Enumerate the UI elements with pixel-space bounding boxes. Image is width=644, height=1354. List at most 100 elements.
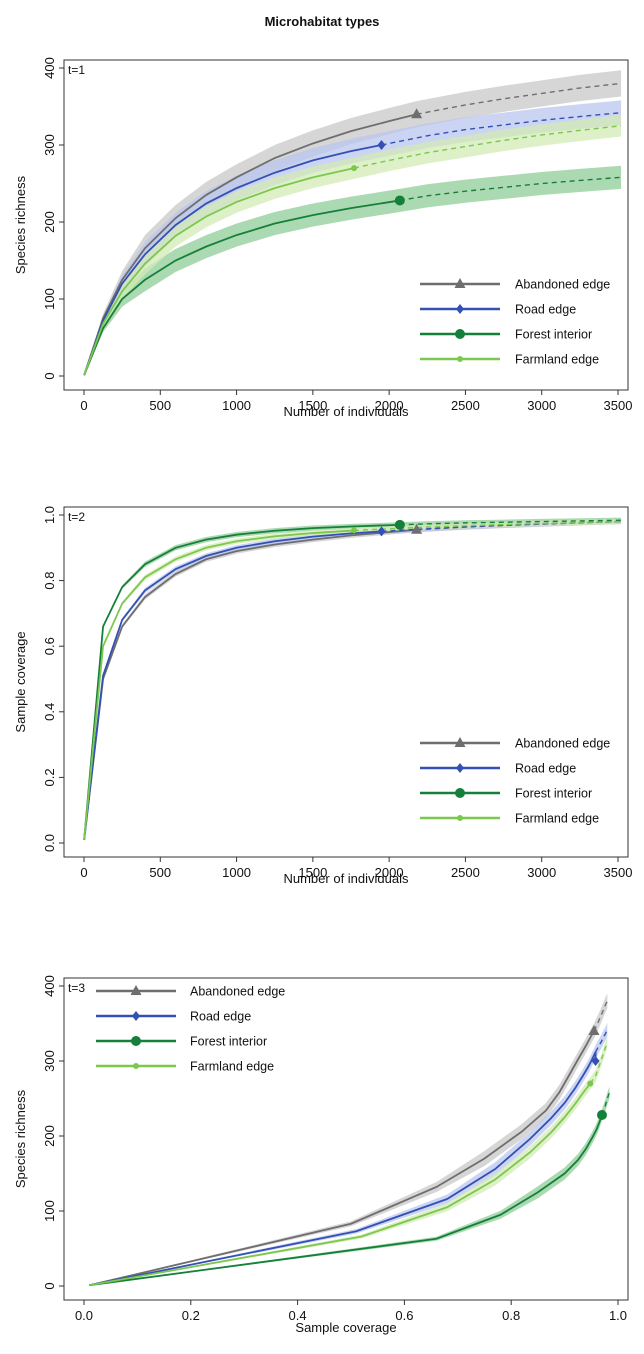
panel-tag: t=3 [68,981,85,995]
x-tick-label: 3500 [604,398,633,413]
x-axis-label: Number of individuals [283,871,409,886]
plot-frame [63,977,629,1301]
x-tick-label: 500 [149,398,171,413]
observed-point-abandoned-edge [411,523,423,534]
legend-label: Road edge [515,762,576,776]
legend-marker [131,1036,141,1046]
confidence-band-farmland-edge [89,1036,608,1286]
observed-point-road-edge [591,1056,600,1066]
legend-label: Road edge [515,303,576,317]
legend-marker [456,763,464,773]
series-extrapolation-farmland-edge [589,1042,608,1084]
y-tick-label: 300 [42,1050,57,1072]
legend-marker [454,278,466,288]
series-line-forest-interior [83,523,400,840]
series-line-farmland-edge [83,167,355,376]
y-tick-label: 0.2 [42,768,57,786]
observed-point-forest-interior [394,519,405,530]
legend-item-farmland-edge: Farmland edge [420,353,599,367]
y-tick-label: 200 [42,211,57,233]
legend-item-road-edge: Road edge [96,1010,251,1024]
y-tick-label: 200 [42,1125,57,1147]
series-extrapolation-abandoned-edge [416,82,622,115]
legend-label: Abandoned edge [190,985,285,999]
panel-tag: t=1 [68,63,85,77]
x-tick-label: 0.4 [289,1308,307,1323]
legend-label: Abandoned edge [515,737,610,751]
x-tick-label: 3000 [527,398,556,413]
legend-marker [132,1011,140,1021]
chart-panel-3: t=3 0.0 0.2 0.4 0.6 0.8 1.0 0 100 200 300 400 Sample… [13,975,629,1335]
observed-point-road-edge [377,140,386,150]
x-tick-label: 0.0 [75,1308,93,1323]
x-tick-label: 1500 [298,398,327,413]
legend-marker [455,329,465,339]
y-tick-label: 0.0 [42,834,57,852]
panel-tag: t=2 [68,510,85,524]
plot-frame [63,506,629,858]
legend-marker [455,788,465,798]
x-tick-label: 0.2 [182,1308,200,1323]
legend-item-forest-interior: Forest interior [96,1035,267,1049]
x-tick-label: 2500 [451,398,480,413]
x-tick-label: 2500 [451,865,480,880]
observed-point-abandoned-edge [588,1025,600,1035]
legend-marker [130,985,142,995]
legend-item-road-edge: Road edge [420,762,576,776]
series-line-road-edge [83,144,382,376]
y-axis-label: Species richness [13,175,28,274]
legend-marker [456,304,464,314]
y-tick-label: 0.8 [42,572,57,590]
confidence-band-abandoned-edge [89,993,608,1286]
legend-item-farmland-edge: Farmland edge [96,1060,274,1074]
legend: Abandoned edge Road edge Forest interior Fa… [420,278,610,367]
confidence-band-forest-interior [84,165,622,376]
y-axis-label: Sample coverage [13,631,28,732]
x-axis-label: Number of individuals [283,404,409,419]
series-extrapolation-forest-interior [399,176,622,202]
x-tick-label: 2000 [375,398,404,413]
observed-point-forest-interior [596,1110,607,1120]
legend-marker [133,1063,139,1069]
series-line-forest-interior [83,199,400,376]
y-axis-label: Species richness [13,1089,28,1188]
legend-label: Forest interior [515,787,592,801]
legend-marker [457,815,463,821]
series-extrapolation-road-edge [381,111,622,146]
x-tick-label: 1000 [222,398,251,413]
figure-title: Microhabitat types [264,14,380,29]
y-tick-label: 0 [42,1282,57,1289]
legend-item-abandoned-edge: Abandoned edge [420,278,610,292]
legend-item-abandoned-edge: Abandoned edge [96,985,285,999]
legend-label: Farmland edge [515,353,599,367]
legend-label: Forest interior [190,1035,267,1049]
observed-point-farmland-edge [351,527,358,534]
x-tick-label: 0 [80,398,87,413]
y-tick-label: 0.4 [42,703,57,721]
series-extrapolation-forest-interior [399,519,622,526]
observed-point-forest-interior [394,195,405,206]
legend-label: Road edge [190,1010,251,1024]
series-extrapolation-abandoned-edge [593,1000,608,1032]
legend-label: Forest interior [515,328,592,342]
series-line-road-edge [89,1051,597,1287]
x-tick-label: 3500 [604,865,633,880]
legend-item-farmland-edge: Farmland edge [420,812,599,826]
legend-item-forest-interior: Forest interior [420,787,592,801]
series-line-farmland-edge [89,1082,591,1287]
x-tick-label: 500 [149,865,171,880]
series-line-farmland-edge [83,529,355,840]
y-tick-label: 100 [42,1200,57,1222]
y-tick-label: 300 [42,134,57,156]
legend: Abandoned edge Road edge Forest interior Fa… [420,737,610,826]
observed-point-abandoned-edge [411,108,423,119]
x-tick-label: 1000 [222,865,251,880]
y-tick-label: 0.6 [42,637,57,655]
x-tick-label: 2000 [375,865,404,880]
y-tick-label: 1.0 [42,506,57,524]
series-line-abandoned-edge [83,113,417,376]
legend-label: Abandoned edge [515,278,610,292]
plot-frame [63,59,629,391]
legend-item-forest-interior: Forest interior [420,328,592,342]
series-line-abandoned-edge [83,528,417,840]
